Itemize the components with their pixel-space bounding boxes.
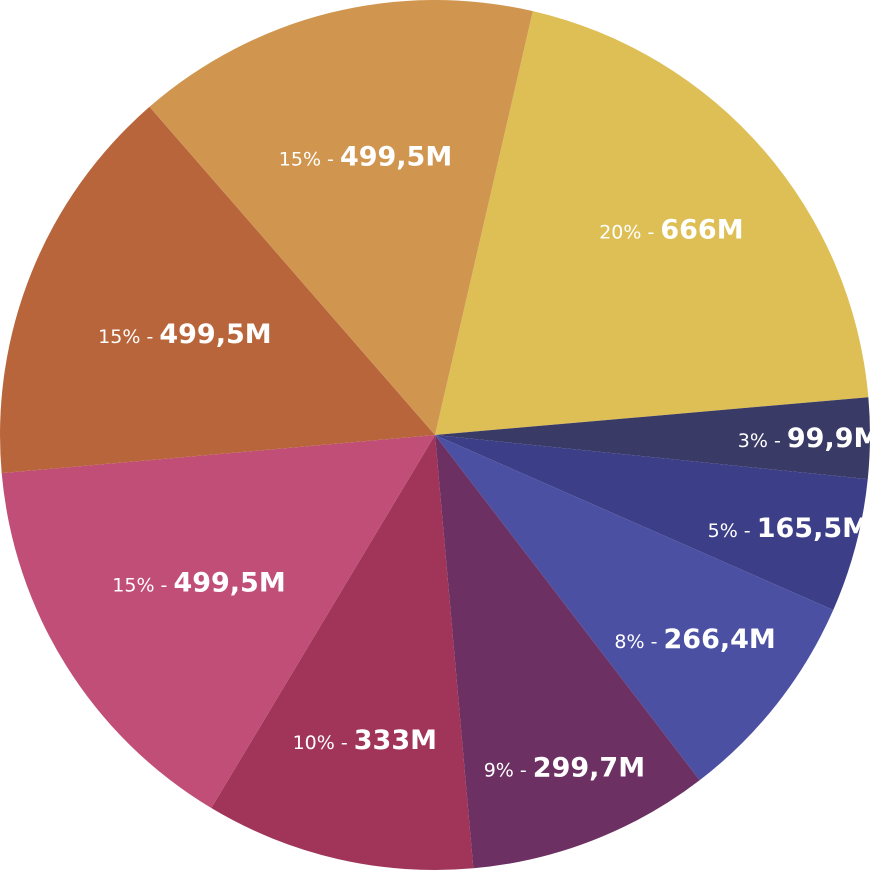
slice-label-4: 8% - 266,4M bbox=[614, 624, 775, 655]
slice-separator: - bbox=[641, 222, 660, 244]
slice-separator: - bbox=[321, 148, 340, 170]
pie-slice-7 bbox=[1, 435, 436, 809]
slice-percent: 20% bbox=[599, 222, 641, 244]
slice-label-1: 20% - 666M bbox=[599, 215, 743, 246]
slice-label-6: 10% - 333M bbox=[293, 725, 437, 756]
slice-separator: - bbox=[140, 326, 159, 348]
slice-percent: 9% bbox=[484, 759, 514, 781]
pie-slice-1 bbox=[435, 11, 869, 436]
slice-label-8: 15% - 499,5M bbox=[98, 319, 271, 350]
slice-label-3: 5% - 165,5M bbox=[708, 513, 869, 544]
pie-labels: 20% - 666M 3% - 99,9M 5% - 165,5M 8% - 266,… bbox=[98, 141, 871, 783]
slice-value: 266,4M bbox=[664, 624, 776, 655]
slice-separator: - bbox=[335, 732, 354, 754]
slice-label-9: 15% - 499,5M bbox=[279, 141, 452, 172]
pie-slice-6 bbox=[211, 435, 474, 871]
slice-value: 99,9M bbox=[787, 423, 871, 454]
slice-percent: 5% bbox=[708, 520, 738, 542]
slice-separator: - bbox=[768, 430, 787, 452]
pie-slice-5 bbox=[435, 435, 700, 869]
slice-value: 165,5M bbox=[757, 513, 869, 544]
slice-value: 499,5M bbox=[173, 568, 285, 599]
slice-value: 666M bbox=[660, 215, 743, 246]
slice-label-5: 9% - 299,7M bbox=[484, 752, 645, 783]
pie-slice-4 bbox=[435, 435, 834, 781]
slice-percent: 3% bbox=[738, 430, 768, 452]
slice-percent: 8% bbox=[614, 631, 644, 653]
slice-value: 299,7M bbox=[533, 752, 645, 783]
slice-separator: - bbox=[645, 631, 664, 653]
slice-percent: 10% bbox=[293, 732, 335, 754]
slice-percent: 15% bbox=[279, 148, 321, 170]
slice-value: 499,5M bbox=[340, 141, 452, 172]
pie-slice-8 bbox=[0, 106, 435, 474]
slice-percent: 15% bbox=[112, 575, 154, 597]
slice-separator: - bbox=[738, 520, 757, 542]
slice-value: 333M bbox=[354, 725, 437, 756]
slice-label-2: 3% - 99,9M bbox=[738, 423, 871, 454]
pie-slice-9 bbox=[149, 0, 533, 435]
slice-percent: 15% bbox=[98, 326, 140, 348]
slice-separator: - bbox=[514, 759, 533, 781]
pie-slice-2 bbox=[435, 397, 870, 480]
slice-separator: - bbox=[155, 575, 174, 597]
slice-value: 499,5M bbox=[159, 319, 271, 350]
slice-label-7: 15% - 499,5M bbox=[112, 568, 285, 599]
pie-slice-3 bbox=[435, 435, 868, 610]
